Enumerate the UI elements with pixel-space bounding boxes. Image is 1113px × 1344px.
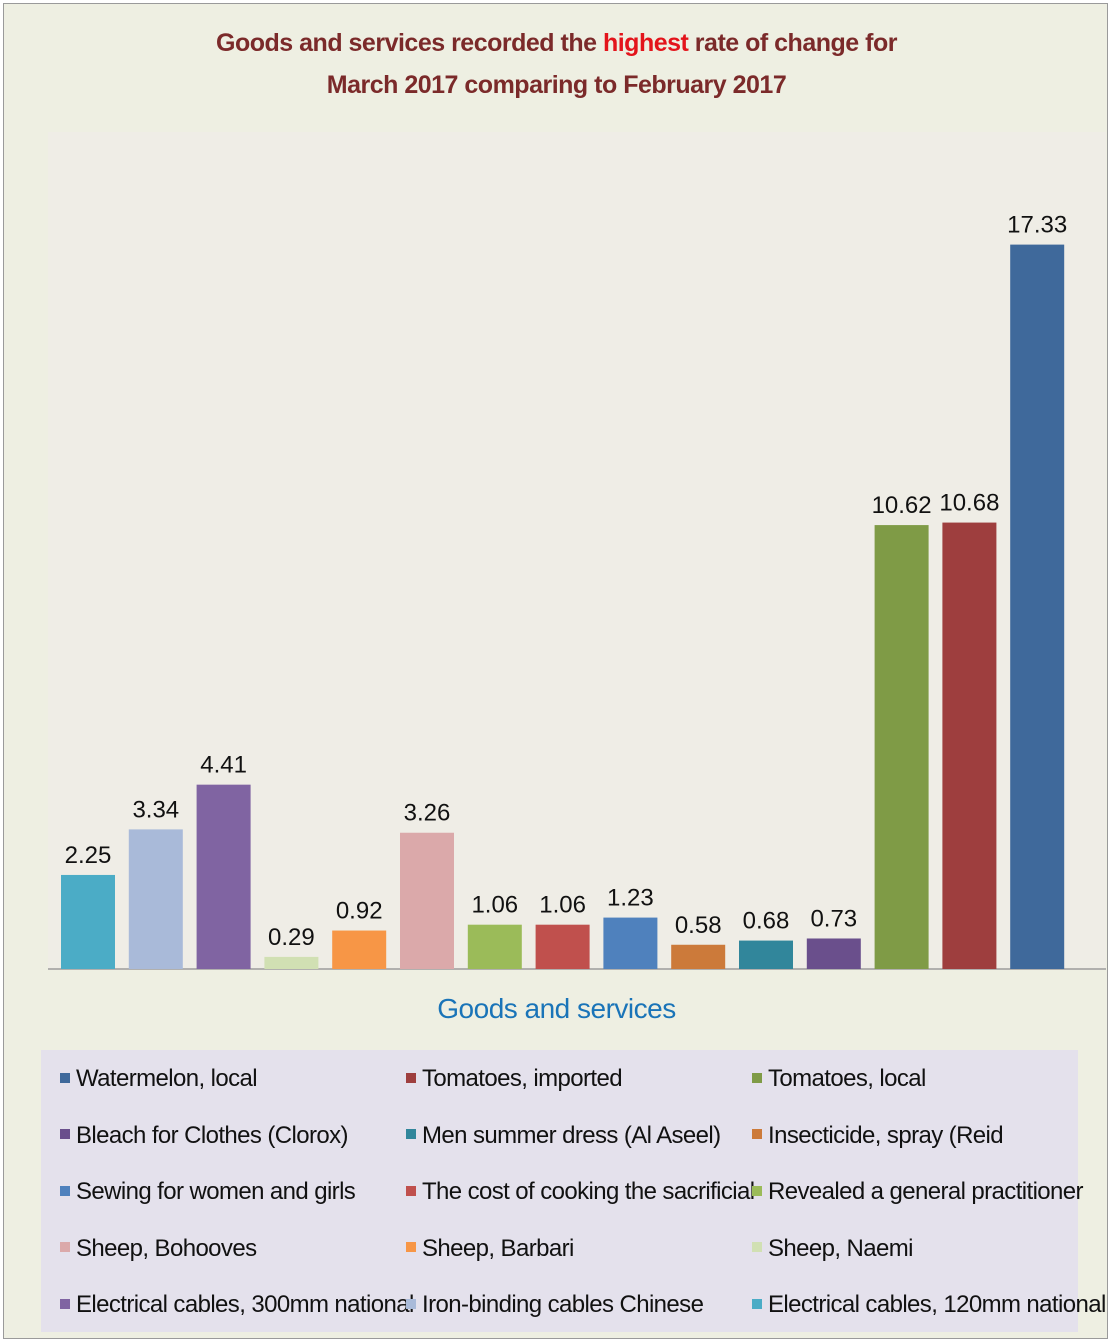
legend-item-11: Sheep, Naemi bbox=[752, 1221, 913, 1277]
legend-item-5: Insecticide, spray (Reid bbox=[752, 1108, 1004, 1164]
title-highlight: highest bbox=[602, 29, 689, 57]
chart-title: Goods and services recorded the highest … bbox=[0, 22, 1113, 106]
legend-item-12: Electrical cables, 300mm national bbox=[60, 1277, 414, 1333]
legend-label: Iron-binding cables Chinese bbox=[422, 1291, 704, 1318]
data-label-3: 0.29 bbox=[268, 924, 315, 951]
legend-label: Sewing for women and girls bbox=[76, 1178, 356, 1205]
legend-label: Sheep, Bohooves bbox=[76, 1234, 257, 1262]
legend-item-8: Revealed a general practitioner bbox=[752, 1164, 1084, 1220]
legend-label: Electrical cables, 300mm national bbox=[76, 1291, 414, 1318]
legend-label: Revealed a general practitioner bbox=[768, 1178, 1084, 1205]
legend-item-14: Electrical cables, 120mm national bbox=[752, 1277, 1106, 1333]
bar-8 bbox=[603, 917, 658, 969]
legend-label: Watermelon, local bbox=[76, 1065, 258, 1092]
data-label-0: 2.25 bbox=[65, 842, 112, 869]
data-label-1: 3.34 bbox=[132, 796, 179, 823]
legend-swatch bbox=[406, 1129, 416, 1140]
legend-item-7: The cost of cooking the sacrificial bbox=[406, 1164, 755, 1220]
bar-5 bbox=[400, 832, 454, 969]
legend-item-3: Bleach for Clothes (Clorox) bbox=[60, 1108, 349, 1164]
bar-3 bbox=[264, 956, 319, 969]
legend-swatch bbox=[406, 1298, 416, 1309]
legend-item-4: Men summer dress (Al Aseel) bbox=[406, 1108, 721, 1164]
bar-2 bbox=[196, 784, 251, 969]
bar-chart: 2.25 3.34 4.41 0.29 0.92 3.26 1.06 1.06 1.23 0.58… bbox=[48, 212, 1106, 970]
data-label-8: 1.23 bbox=[607, 885, 654, 912]
legend-swatch bbox=[60, 1242, 70, 1253]
legend-swatch bbox=[60, 1072, 70, 1083]
legend-swatch bbox=[752, 1185, 762, 1196]
legend-label: The cost of cooking the sacrificial bbox=[422, 1178, 755, 1205]
title-prefix: Goods and services recorded the bbox=[216, 29, 603, 57]
data-label-4: 0.92 bbox=[336, 898, 383, 925]
title-line-1: Goods and services recorded the highest … bbox=[0, 22, 1113, 64]
bar-11 bbox=[806, 938, 861, 969]
legend-swatch bbox=[60, 1298, 70, 1309]
data-label-2: 4.41 bbox=[200, 752, 247, 779]
legend-item-13: Iron-binding cables Chinese bbox=[406, 1277, 704, 1333]
data-label-7: 1.06 bbox=[539, 892, 586, 919]
legend-item-1: Tomatoes, imported bbox=[406, 1051, 623, 1107]
bar-14 bbox=[1010, 244, 1065, 969]
legend-label: Tomatoes, local bbox=[768, 1065, 926, 1092]
bar-1 bbox=[128, 829, 183, 969]
data-label-9: 0.58 bbox=[675, 912, 722, 939]
bar-12 bbox=[874, 525, 929, 969]
legend-label: Tomatoes, imported bbox=[422, 1065, 623, 1092]
title-line-2: March 2017 comparing to February 2017 bbox=[326, 71, 787, 99]
bar-0 bbox=[61, 874, 115, 969]
data-label-12: 10.62 bbox=[872, 492, 932, 519]
bar-10 bbox=[739, 940, 793, 969]
legend-swatch bbox=[752, 1129, 762, 1140]
data-label-6: 1.06 bbox=[471, 892, 518, 919]
legend-label: Electrical cables, 120mm national bbox=[768, 1291, 1106, 1318]
data-label-13: 10.68 bbox=[939, 490, 999, 517]
legend-swatch bbox=[406, 1185, 416, 1196]
legend-label: Men summer dress (Al Aseel) bbox=[422, 1121, 721, 1149]
legend-item-2: Tomatoes, local bbox=[752, 1051, 926, 1107]
legend-item-9: Sheep, Bohooves bbox=[60, 1221, 257, 1277]
legend-item-6: Sewing for women and girls bbox=[60, 1164, 356, 1220]
data-label-11: 0.73 bbox=[810, 905, 857, 932]
bar-7 bbox=[535, 924, 590, 969]
legend-item-10: Sheep, Barbari bbox=[406, 1221, 574, 1277]
legend-swatch bbox=[752, 1298, 762, 1309]
bar-13 bbox=[942, 522, 997, 969]
bar-6 bbox=[467, 924, 522, 969]
legend-swatch bbox=[406, 1072, 416, 1083]
legend-swatch bbox=[60, 1185, 70, 1196]
legend-swatch bbox=[752, 1242, 762, 1253]
bar-4 bbox=[332, 930, 387, 969]
legend: Watermelon, local Tomatoes, imported Tomat… bbox=[41, 1050, 1106, 1333]
legend-label: Sheep, Barbari bbox=[422, 1234, 574, 1262]
data-label-10: 0.68 bbox=[743, 908, 790, 935]
data-label-5: 3.26 bbox=[404, 800, 451, 827]
legend-swatch bbox=[60, 1129, 70, 1140]
data-label-14: 17.33 bbox=[1007, 212, 1067, 239]
legend-swatch bbox=[406, 1242, 416, 1253]
title-suffix: rate of change for bbox=[688, 29, 898, 57]
legend-swatch bbox=[752, 1072, 762, 1083]
bar-9 bbox=[671, 944, 726, 969]
x-axis-title: Goods and services bbox=[437, 993, 676, 1024]
legend-label: Sheep, Naemi bbox=[768, 1234, 913, 1262]
legend-label: Insecticide, spray (Reid bbox=[768, 1121, 1004, 1149]
legend-label: Bleach for Clothes (Clorox) bbox=[76, 1121, 349, 1149]
legend-item-0: Watermelon, local bbox=[60, 1051, 258, 1107]
